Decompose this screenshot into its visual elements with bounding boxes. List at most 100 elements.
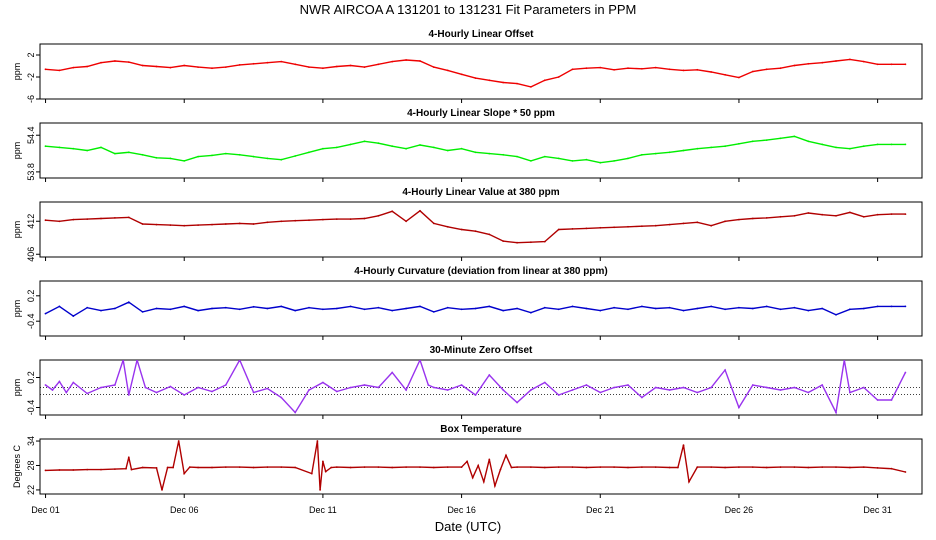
data-point: [505, 454, 507, 457]
data-point: [571, 466, 574, 468]
data-point: [585, 67, 588, 70]
data-point: [432, 386, 435, 389]
data-point: [793, 214, 796, 217]
data-point: [100, 386, 102, 389]
data-point: [710, 224, 713, 227]
data-point: [308, 389, 310, 391]
data-point: [613, 226, 615, 229]
data-point: [821, 61, 824, 64]
data-point: [641, 153, 643, 156]
data-point: [793, 64, 796, 67]
y-tick-label: 22: [26, 485, 36, 495]
data-point: [114, 307, 116, 310]
y-tick-label: 34: [26, 436, 36, 446]
data-point: [141, 223, 144, 225]
data-point: [724, 369, 726, 371]
data-point: [613, 160, 615, 162]
data-point: [391, 309, 394, 312]
data-point: [224, 66, 227, 68]
data-point: [238, 360, 241, 361]
data-point: [849, 308, 851, 311]
data-point: [169, 224, 172, 227]
data-point: [876, 213, 879, 216]
data-point: [405, 307, 407, 310]
data-point: [349, 218, 352, 221]
data-point: [177, 440, 180, 442]
data-point: [779, 67, 782, 70]
data-point: [557, 466, 560, 468]
data-point: [530, 311, 532, 314]
data-point: [114, 60, 116, 62]
data-point: [44, 145, 47, 148]
data-point: [161, 489, 163, 491]
data-point: [335, 307, 338, 310]
data-point: [460, 73, 463, 76]
data-point: [377, 306, 380, 309]
data-point: [688, 480, 690, 483]
data-point: [793, 306, 796, 309]
series-line: [45, 360, 907, 415]
data-point: [557, 228, 560, 231]
data-point: [322, 460, 324, 463]
data-point: [494, 485, 496, 487]
data-point: [252, 62, 255, 65]
data-point: [335, 218, 338, 221]
data-point: [252, 305, 255, 308]
data-point: [65, 391, 68, 394]
data-point: [72, 469, 75, 471]
data-point: [474, 77, 477, 79]
data-point: [183, 160, 186, 162]
data-point: [821, 213, 824, 216]
y-tick-label: 0.2: [26, 290, 36, 303]
data-point: [419, 60, 421, 62]
panel-title: 4-Hourly Linear Offset: [428, 29, 534, 40]
data-point: [58, 380, 61, 383]
data-point: [516, 82, 518, 85]
data-point: [127, 216, 130, 219]
data-point: [835, 146, 837, 149]
data-point: [710, 466, 713, 468]
data-point: [308, 306, 310, 309]
data-point: [502, 309, 505, 312]
data-point: [266, 61, 269, 64]
data-point: [710, 146, 713, 149]
y-tick-label: 406: [26, 247, 36, 262]
data-point: [172, 466, 175, 469]
data-point: [460, 384, 463, 386]
data-point: [862, 60, 865, 63]
data-point: [849, 211, 851, 214]
data-point: [668, 306, 671, 309]
data-point: [252, 155, 255, 158]
data-point: [751, 217, 754, 220]
data-point: [585, 384, 588, 386]
data-point: [613, 386, 615, 389]
data-point: [849, 147, 851, 150]
data-point: [127, 394, 130, 396]
y-tick-label: 54.4: [26, 126, 36, 144]
y-tick-label: -0.4: [26, 313, 36, 329]
data-point: [324, 470, 327, 473]
data-point: [682, 309, 685, 312]
data-point: [224, 384, 227, 386]
data-point: [266, 387, 269, 390]
data-point: [183, 394, 186, 396]
data-point: [211, 223, 213, 226]
data-point: [793, 135, 796, 138]
panel-1: 4-Hourly Linear Offset -6 -2 2 ppm: [12, 29, 923, 103]
data-point: [280, 60, 283, 63]
data-point: [183, 472, 186, 475]
data-point: [482, 480, 485, 483]
panel-title: 4-Hourly Curvature (deviation from linea…: [354, 266, 607, 277]
data-point: [654, 66, 657, 69]
data-point: [835, 313, 837, 316]
data-point: [585, 227, 588, 230]
data-point: [599, 226, 602, 229]
data-point: [363, 217, 366, 220]
data-point: [419, 360, 421, 361]
data-point: [627, 225, 629, 228]
data-point: [557, 76, 560, 78]
plot-frame: [39, 122, 923, 179]
data-point: [211, 307, 213, 310]
data-point: [155, 156, 158, 159]
data-point: [100, 309, 102, 312]
